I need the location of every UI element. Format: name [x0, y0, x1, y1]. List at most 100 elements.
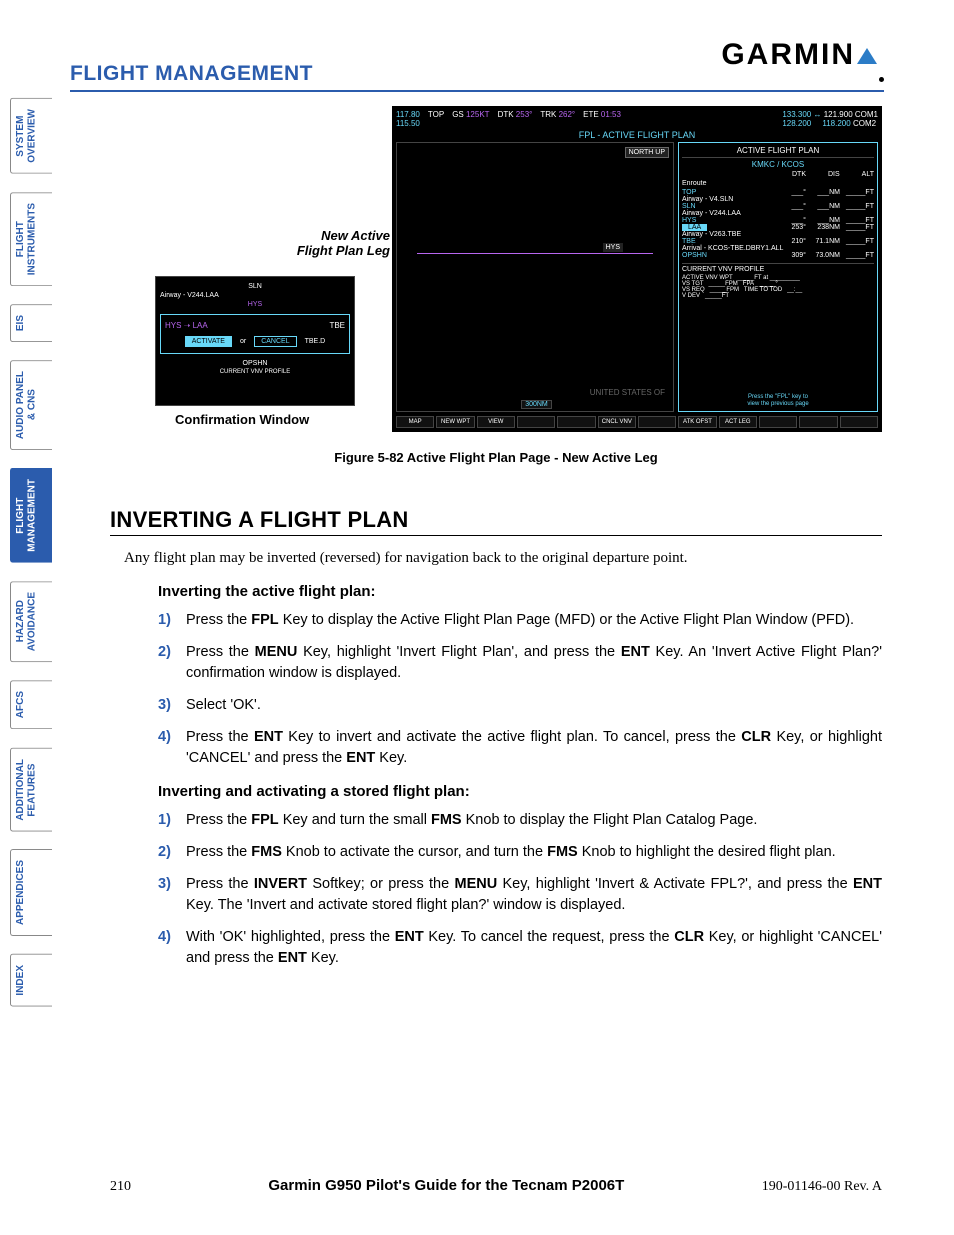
com-freq-2a: 128.200: [782, 119, 811, 128]
softkey[interactable]: VIEW: [477, 416, 515, 428]
mfd-topbar: 117.80 115.50 TOP GS 125KT DTK 253° TRK …: [396, 110, 878, 128]
ete-label: ETE: [583, 110, 599, 119]
trk-value: 262°: [559, 110, 576, 119]
fpl-row: OPSHN309°73.0NM_____FT: [682, 252, 874, 259]
logo-text: GARMIN: [721, 38, 855, 72]
section-heading-inverting: Inverting a Flight Plan: [110, 507, 882, 536]
fpl-row: TOP___°___NM_____FT: [682, 189, 874, 196]
ete-value: 01:53: [601, 110, 621, 119]
fpl-row: Airway - V263.TBE: [682, 231, 874, 238]
softkey-bar: MAPNEW WPTVIEW CNCL VNV ATK OFSTACT LEG: [396, 416, 878, 428]
com-freq-1b: 121.900: [824, 110, 853, 119]
softkey[interactable]: CNCL VNV: [598, 416, 636, 428]
step-item: 4)With 'OK' highlighted, press the ENT K…: [158, 927, 882, 969]
confirm-leg: HYS ➝ LAA: [165, 321, 208, 330]
page-number: 210: [110, 1179, 131, 1195]
softkey[interactable]: ATK OFST: [678, 416, 716, 428]
flight-path-line: [417, 253, 653, 254]
sidebar-tab[interactable]: HAZARD AVOIDANCE: [10, 581, 52, 662]
cancel-button[interactable]: CANCEL: [254, 336, 296, 347]
fpl-panel-title: ACTIVE FLIGHT PLAN: [682, 146, 874, 158]
fpl-route: KMKC / KCOS: [682, 160, 874, 169]
header-title: FLIGHT MANAGEMENT: [70, 62, 313, 86]
figure-caption: Figure 5-82 Active Flight Plan Page - Ne…: [110, 450, 882, 465]
confirm-box: HYS ➝ LAA TBE ACTIVATE or CANCEL TBE.D: [160, 314, 350, 354]
com-freq-1a: 133.300: [782, 110, 811, 119]
figure-area: New Active Flight Plan Leg 117.80 115.50…: [110, 98, 882, 438]
map-label-usa: UNITED STATES OF: [590, 388, 665, 397]
softkey[interactable]: MAP: [396, 416, 434, 428]
fpl-rows: TOP___°___NM_____FTAirway - V4.SLNSLN___…: [682, 189, 874, 259]
steps-list-2: 1)Press the FPL Key and turn the small F…: [158, 810, 882, 969]
fpl-row: SLN___°___NM_____FT: [682, 203, 874, 210]
top-label: TOP: [428, 110, 444, 128]
page-header: FLIGHT MANAGEMENT GARMIN: [70, 38, 884, 92]
subheading-active: Inverting the active flight plan:: [158, 583, 882, 600]
mfd-map: NORTH UP HYS UNITED STATES OF 300NM: [396, 142, 674, 412]
softkey: [517, 416, 555, 428]
softkey[interactable]: NEW WPT: [436, 416, 474, 428]
fpl-row: Airway - V4.SLN: [682, 196, 874, 203]
sidebar-tab[interactable]: EIS: [10, 304, 52, 342]
vnv-rows: ACTIVE VNV WPT _____FT at _________ VS T…: [682, 275, 874, 299]
revision-number: 190-01146-00 Rev. A: [762, 1179, 882, 1195]
step-item: 2)Press the FMS Knob to activate the cur…: [158, 842, 882, 863]
dtk-label: DTK: [498, 110, 514, 119]
sidebar-tab[interactable]: FLIGHT MANAGEMENT: [10, 468, 52, 563]
fpl-column-headers: DTK DIS ALT: [682, 171, 874, 178]
com-freq-2b: 118.200: [822, 119, 850, 128]
section-tabs-sidebar: SYSTEM OVERVIEW FLIGHT INSTRUMENTS EIS AUDI…: [10, 98, 52, 1007]
softkey: [557, 416, 595, 428]
fpl-row: Airway - V244.LAA: [682, 210, 874, 217]
confirmation-caption: Confirmation Window: [175, 412, 309, 427]
garmin-logo: GARMIN: [721, 38, 884, 86]
trk-label: TRK: [540, 110, 556, 119]
nav-freq-2: 115.50: [396, 119, 420, 128]
north-up-badge: NORTH UP: [625, 147, 669, 158]
sidebar-tab[interactable]: AUDIO PANEL & CNS: [10, 360, 52, 450]
softkey[interactable]: ACT LEG: [719, 416, 757, 428]
step-item: 3)Press the INVERT Softkey; or press the…: [158, 874, 882, 916]
mfd-screenshot: 117.80 115.50 TOP GS 125KT DTK 253° TRK …: [392, 106, 882, 432]
sidebar-tab[interactable]: SYSTEM OVERVIEW: [10, 98, 52, 174]
map-waypoint-hys: HYS: [603, 243, 623, 252]
softkey: [638, 416, 676, 428]
step-item: 4)Press the ENT Key to invert and activa…: [158, 727, 882, 769]
activate-button[interactable]: ACTIVATE: [185, 336, 232, 347]
sidebar-tab[interactable]: INDEX: [10, 954, 52, 1007]
gs-label: GS: [452, 110, 464, 119]
fpl-row: Arrival - KCOS-TBE.DBRY1.ALL: [682, 245, 874, 252]
nav-freq-1: 117.80: [396, 110, 420, 119]
softkey: [840, 416, 878, 428]
dtk-value: 253°: [516, 110, 533, 119]
step-item: 2)Press the MENU Key, highlight 'Invert …: [158, 642, 882, 684]
softkey: [759, 416, 797, 428]
fpl-row: HYS___°___NM_____FT: [682, 217, 874, 224]
fpl-row: LAA253°238NM_____FT: [682, 224, 874, 231]
mfd-page-title: FPL - ACTIVE FLIGHT PLAN: [396, 130, 878, 140]
step-item: 3)Select 'OK'.: [158, 695, 882, 716]
step-item: 1)Press the FPL Key and turn the small F…: [158, 810, 882, 831]
page-footer: 210 Garmin G950 Pilot's Guide for the Te…: [110, 1177, 882, 1195]
fpl-row: TBE210°71.1NM_____FT: [682, 238, 874, 245]
annotation-new-leg: New Active Flight Plan Leg: [260, 228, 390, 258]
step-item: 1)Press the FPL Key to display the Activ…: [158, 610, 882, 631]
sidebar-tab[interactable]: APPENDICES: [10, 849, 52, 936]
page-content: New Active Flight Plan Leg 117.80 115.50…: [110, 98, 882, 980]
steps-list-1: 1)Press the FPL Key to display the Activ…: [158, 610, 882, 769]
fpl-hint: Press the "FPL" key to view the previous…: [682, 394, 874, 408]
enroute-label: Enroute: [682, 180, 874, 187]
logo-dot: [879, 77, 884, 82]
sidebar-tab[interactable]: AFCS: [10, 680, 52, 729]
sidebar-tab[interactable]: FLIGHT INSTRUMENTS: [10, 192, 52, 286]
vnv-section-title: CURRENT VNV PROFILE: [682, 263, 874, 273]
confirmation-window-screenshot: SLN Airway - V244.LAA HYS HYS ➝ LAA TBE …: [155, 276, 355, 406]
gs-value: 125KT: [466, 110, 490, 119]
sidebar-tab[interactable]: ADDITIONAL FEATURES: [10, 748, 52, 832]
map-scale: 300NM: [521, 400, 552, 409]
section-intro: Any flight plan may be inverted (reverse…: [124, 548, 882, 569]
logo-triangle-icon: [857, 48, 877, 64]
flight-plan-panel: ACTIVE FLIGHT PLAN KMKC / KCOS DTK DIS A…: [678, 142, 878, 412]
softkey: [799, 416, 837, 428]
subheading-stored: Inverting and activating a stored flight…: [158, 783, 882, 800]
